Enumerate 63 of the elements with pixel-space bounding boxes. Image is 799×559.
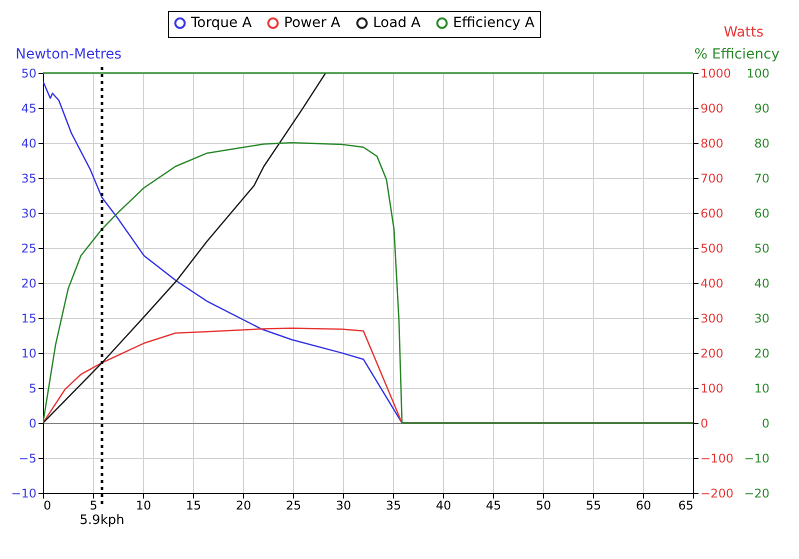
x-tick-label: 65 — [678, 498, 694, 512]
y-tick-label: −10 — [11, 486, 36, 500]
x-tick-label: 5 — [90, 498, 98, 512]
y2-tick-label: 400 — [700, 276, 724, 290]
y-tick-label: 15 — [21, 312, 36, 326]
x-tick-label: 10 — [136, 498, 152, 512]
y-tick-label: 0 — [28, 416, 36, 430]
y-axis-title: Newton-Metres — [16, 46, 122, 62]
y-tick-label: −5 — [18, 452, 36, 466]
y2-tick-label: −200 — [700, 486, 734, 500]
y-tick-label: 35 — [21, 172, 36, 186]
x-tick-label: 50 — [536, 498, 552, 512]
legend-label: Load A — [373, 15, 422, 32]
x-tick-label: 15 — [186, 498, 202, 512]
y-tick-label: 10 — [21, 346, 36, 360]
x-tick-label: 30 — [336, 498, 352, 512]
y-tick-label: 25 — [21, 242, 36, 256]
y3-tick-label: 50 — [754, 242, 770, 256]
y3-tick-label: 40 — [754, 276, 770, 290]
x-tick-label: 25 — [286, 498, 302, 512]
y3-axis-title: % Efficiency — [694, 46, 780, 62]
y2-tick-label: 200 — [700, 346, 724, 360]
line-series — [43, 73, 326, 424]
y3-tick-label: 0 — [762, 416, 770, 430]
y3-tick-label: −10 — [744, 452, 770, 466]
y2-tick-label: 300 — [700, 312, 724, 326]
y-tick-label: 20 — [21, 276, 36, 290]
y2-tick-label: −100 — [700, 452, 734, 466]
x-tick-label: 60 — [636, 498, 652, 512]
legend-label: Power A — [284, 15, 341, 32]
line-series — [43, 142, 693, 424]
x-tick-label: 55 — [586, 498, 602, 512]
x-tick-label: 0 — [44, 498, 52, 512]
y2-tick-label: 900 — [700, 102, 724, 116]
y3-tick-label: 80 — [754, 136, 770, 150]
y3-tick-label: 70 — [754, 172, 770, 186]
ref-line-label: 5.9kph — [80, 513, 124, 528]
y2-tick-label: 0 — [700, 416, 708, 430]
y-tick-label: 50 — [21, 66, 36, 80]
y-tick-label: 5 — [28, 382, 36, 396]
y-tick-label: 45 — [21, 102, 36, 116]
y2-tick-label: 700 — [700, 172, 724, 186]
x-tick-label: 20 — [236, 498, 252, 512]
y2-tick-label: 800 — [700, 136, 724, 150]
y3-tick-label: 60 — [754, 206, 770, 220]
y2-tick-label: 1000 — [700, 66, 732, 80]
y3-tick-label: 30 — [754, 312, 770, 326]
y2-tick-label: 500 — [700, 242, 724, 256]
legend-label: Efficiency A — [453, 15, 535, 32]
y3-tick-label: −20 — [744, 486, 770, 500]
y3-tick-label: 100 — [746, 66, 770, 80]
x-tick-label: 35 — [386, 498, 402, 512]
y2-tick-label: 600 — [700, 206, 724, 220]
y3-tick-label: 90 — [754, 102, 770, 116]
y3-tick-label: 10 — [754, 382, 770, 396]
x-tick-label: 45 — [486, 498, 502, 512]
x-tick-label: 40 — [436, 498, 452, 512]
y-tick-label: 40 — [21, 136, 36, 150]
y2-axis-title: Watts — [724, 24, 764, 40]
y-tick-label: 30 — [21, 206, 36, 220]
legend-label: Torque A — [190, 15, 252, 32]
y3-tick-label: 20 — [754, 346, 770, 360]
y2-tick-label: 100 — [700, 382, 724, 396]
